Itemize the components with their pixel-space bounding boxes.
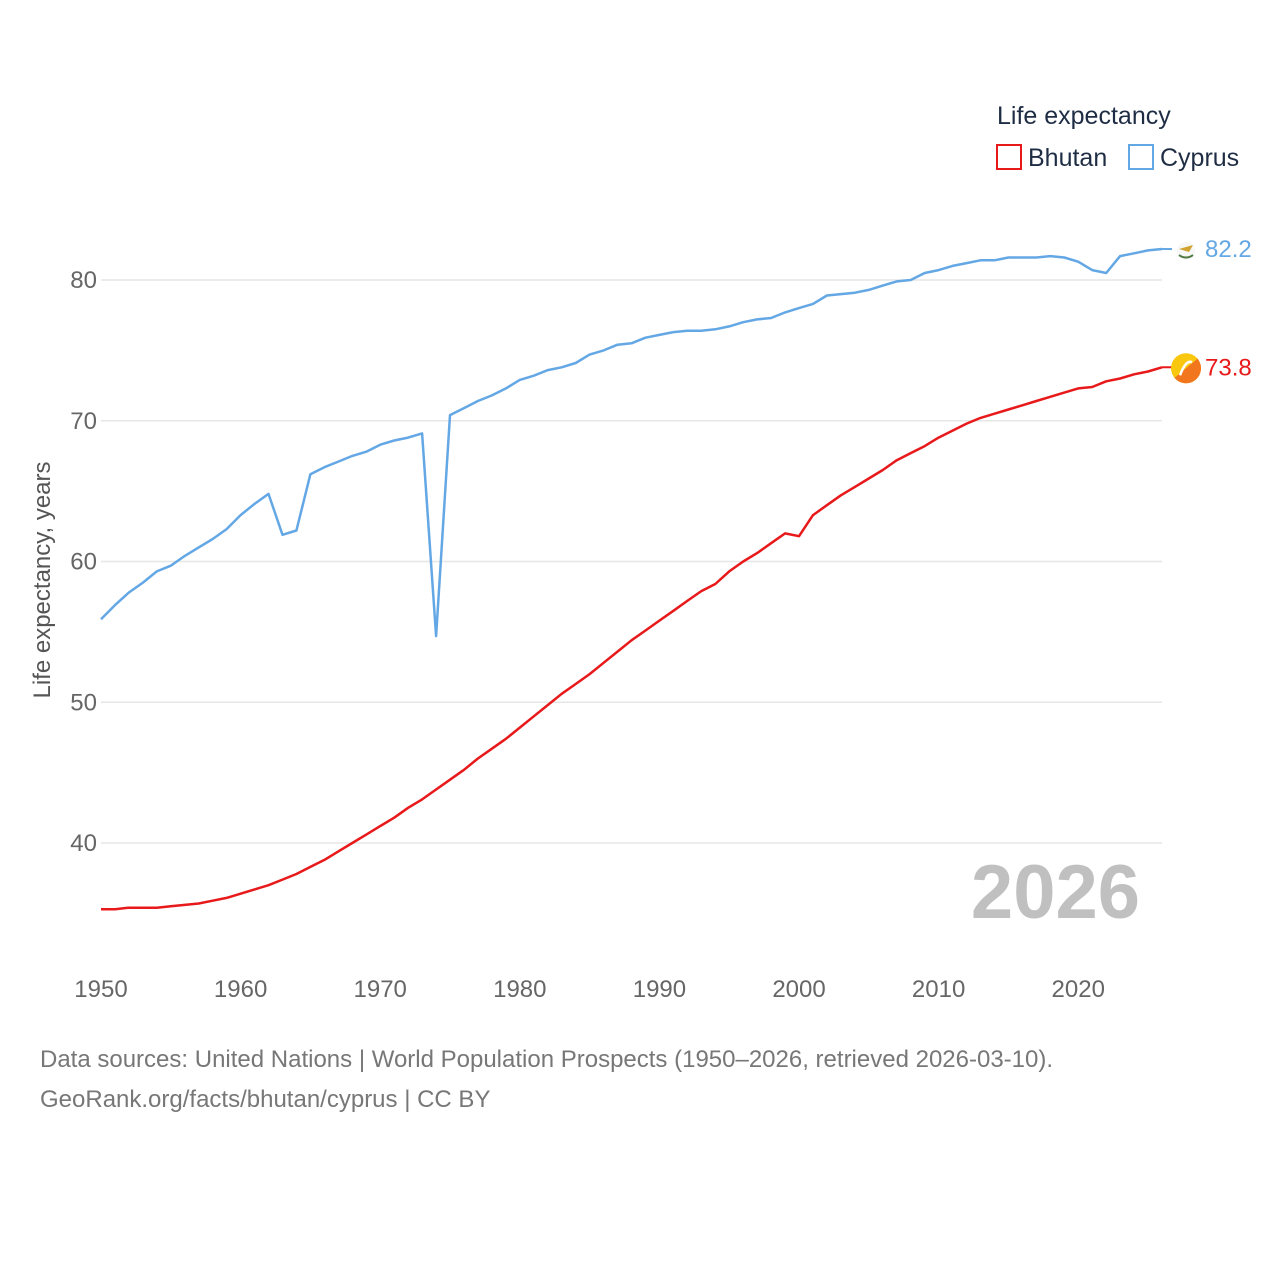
x-tick-label: 1950 [74, 976, 127, 1003]
source-note: Data sources: United Nations | World Pop… [40, 1040, 1053, 1120]
legend-swatch-bhutan [996, 144, 1022, 170]
x-axis-ticks: 1950 1960 1970 1980 1990 2000 2010 2020 [74, 976, 1105, 1003]
y-tick-label: 80 [70, 267, 97, 294]
end-label-cyprus: 82.2 [1205, 236, 1252, 263]
series-line-cyprus [100, 247, 1163, 638]
x-tick-label: 2000 [772, 976, 825, 1003]
legend-label-cyprus: Cyprus [1160, 144, 1239, 172]
end-label-bhutan: 73.8 [1205, 354, 1252, 381]
x-tick-label: 2010 [912, 976, 965, 1003]
cyprus-flag-icon [1177, 242, 1195, 261]
y-axis-ticks: 40 50 60 70 80 [70, 267, 97, 857]
bhutan-flag-icon [1171, 353, 1201, 384]
y-tick-label: 40 [70, 830, 97, 857]
y-tick-label: 60 [70, 549, 97, 576]
series-line-bhutan [101, 366, 1163, 911]
y-axis-title: Life expectancy, years [29, 461, 56, 698]
series-lines [100, 247, 1163, 911]
x-tick-label: 1970 [354, 976, 407, 1003]
x-tick-label: 1980 [493, 976, 546, 1003]
legend-swatch-cyprus [1128, 144, 1154, 170]
year-watermark: 2026 [971, 850, 1140, 935]
legend-label-bhutan: Bhutan [1028, 144, 1107, 172]
y-tick-label: 50 [70, 689, 97, 716]
legend-title: Life expectancy [997, 102, 1171, 130]
end-labels: 73.8 82.2 [1162, 236, 1252, 384]
source-line-1: Data sources: United Nations | World Pop… [40, 1046, 1054, 1073]
x-tick-label: 1990 [633, 976, 686, 1003]
x-tick-label: 2020 [1052, 976, 1105, 1003]
y-tick-label: 70 [70, 408, 97, 435]
x-tick-label: 1960 [214, 976, 267, 1003]
gridlines [101, 279, 1162, 844]
legend: Life expectancy Bhutan Cyprus [996, 102, 1239, 172]
source-line-2: GeoRank.org/facts/bhutan/cyprus | CC BY [40, 1086, 491, 1113]
